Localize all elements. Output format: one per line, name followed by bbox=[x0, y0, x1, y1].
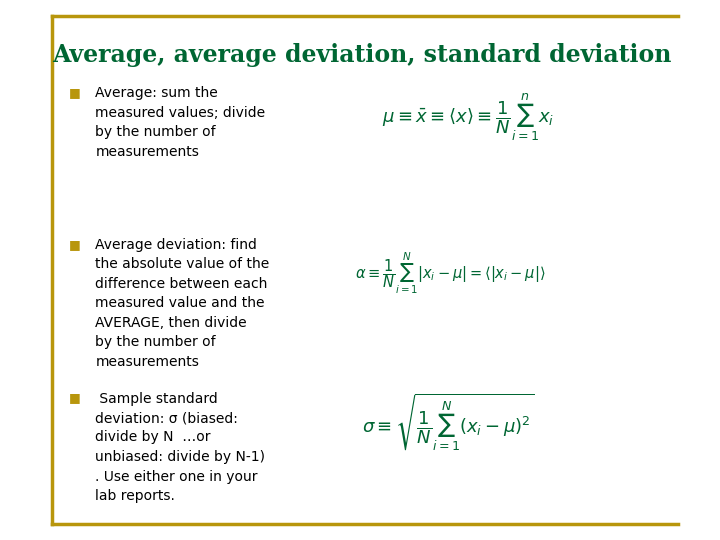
Text: $\sigma \equiv \sqrt{\dfrac{1}{N}\sum_{i=1}^{N}(x_i - \mu)^2}$: $\sigma \equiv \sqrt{\dfrac{1}{N}\sum_{i… bbox=[362, 392, 534, 453]
Text: Sample standard
deviation: σ (biased:
divide by N  …or
unbiased: divide by N-1)
: Sample standard deviation: σ (biased: di… bbox=[95, 392, 265, 503]
Text: ■: ■ bbox=[69, 238, 81, 251]
Text: ■: ■ bbox=[69, 86, 81, 99]
Text: $\alpha \equiv \dfrac{1}{N}\sum_{i=1}^{N} |x_i - \mu| = \langle |x_i - \mu| \ran: $\alpha \equiv \dfrac{1}{N}\sum_{i=1}^{N… bbox=[356, 251, 546, 296]
Text: Average, average deviation, standard deviation: Average, average deviation, standard dev… bbox=[53, 43, 672, 67]
Text: Average deviation: find
the absolute value of the
difference between each
measur: Average deviation: find the absolute val… bbox=[95, 238, 269, 369]
Text: Average: sum the
measured values; divide
by the number of
measurements: Average: sum the measured values; divide… bbox=[95, 86, 266, 159]
Text: $\mu \equiv \bar{x} \equiv \langle x \rangle \equiv \dfrac{1}{N}\sum_{i=1}^{n} x: $\mu \equiv \bar{x} \equiv \langle x \ra… bbox=[382, 92, 554, 144]
Text: ■: ■ bbox=[69, 392, 81, 404]
